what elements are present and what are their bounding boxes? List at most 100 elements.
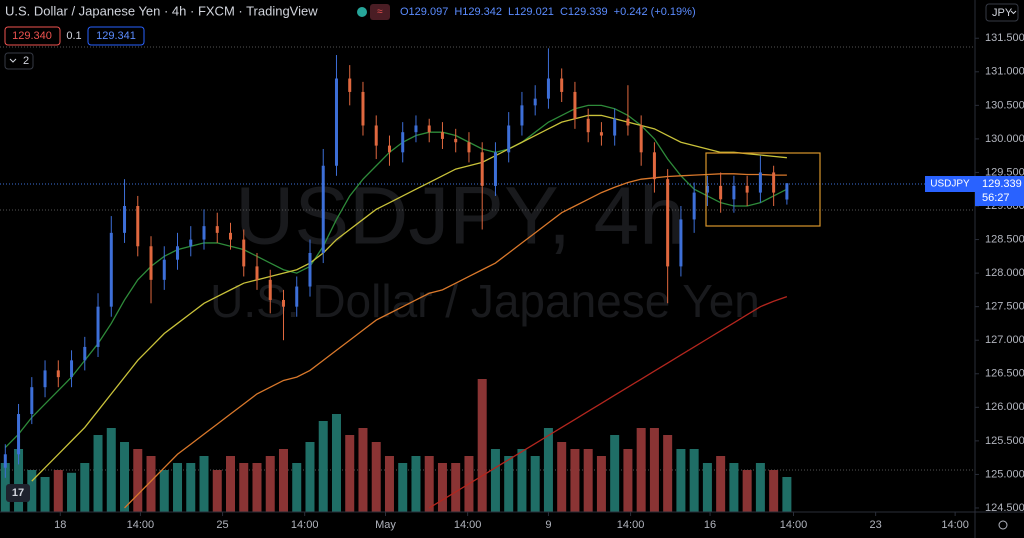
- x-tick-label: 14:00: [127, 519, 155, 531]
- volume-bar: [689, 449, 699, 512]
- volume-bar: [226, 456, 236, 512]
- volume-bar: [676, 449, 686, 512]
- candle-body: [162, 259, 166, 280]
- volume-bar: [173, 463, 183, 512]
- volume-bar: [477, 379, 487, 512]
- volume-bar: [729, 463, 739, 512]
- candle-body: [401, 132, 405, 153]
- volume-bar: [782, 477, 792, 512]
- chevron: [9, 58, 17, 63]
- y-tick-label: 125.500: [985, 435, 1024, 447]
- candle-body: [176, 246, 180, 260]
- currency: JPY: [992, 7, 1013, 19]
- y-tick-label: 130.000: [985, 133, 1024, 145]
- y-tick-label: 126.000: [985, 401, 1024, 413]
- volume-bar: [384, 456, 394, 512]
- volume-bar: [212, 470, 222, 512]
- candle-body: [387, 145, 391, 153]
- volume-bar: [596, 456, 606, 512]
- volume-bar: [120, 442, 130, 512]
- volume-bar: [0, 463, 10, 512]
- volume-bar: [159, 470, 169, 512]
- candle-body: [3, 454, 7, 468]
- volume-bar: [411, 456, 421, 512]
- buy-price: 129.341: [96, 30, 136, 42]
- alert-button[interactable]: [370, 4, 390, 20]
- volume-bar: [663, 435, 673, 512]
- candle-body: [43, 370, 47, 388]
- volume-bar: [67, 472, 77, 512]
- candle-body: [374, 125, 378, 146]
- drawn-rectangle[interactable]: [705, 152, 821, 227]
- candle-body: [295, 286, 299, 307]
- volume-bar: [133, 449, 143, 512]
- volume-bar: [451, 463, 461, 512]
- candle-body: [586, 118, 590, 133]
- market-status[interactable]: [357, 7, 367, 17]
- volume-bar: [199, 456, 209, 512]
- candle-body: [679, 219, 683, 267]
- x-tick-label: 18: [54, 519, 66, 531]
- header-title: U.S. Dollar / Japanese Yen · 4h · FXCM ·…: [5, 3, 318, 18]
- volume-bar: [80, 463, 90, 512]
- watermark-name: U.S. Dollar / Japanese Yen: [210, 275, 760, 327]
- volume-bar: [27, 470, 37, 512]
- candle-body: [493, 152, 497, 186]
- indicators-toggle[interactable]: [4, 52, 34, 70]
- moving-average: [428, 295, 788, 509]
- y-tick-label: 127.000: [985, 334, 1024, 346]
- plot: [0, 48, 792, 512]
- indicator-count: 2: [23, 55, 29, 67]
- volume-bar: [490, 449, 500, 512]
- x-tick-label: 14:00: [291, 519, 319, 531]
- sell-button[interactable]: [4, 26, 61, 46]
- candle-body: [361, 91, 365, 126]
- candle-body: [334, 78, 338, 166]
- x-tick-label: 14:00: [780, 519, 808, 531]
- volume-bar: [517, 449, 527, 512]
- volume-bar: [252, 463, 262, 512]
- candle-body: [520, 105, 524, 126]
- y-tick-label: 125.000: [985, 468, 1024, 480]
- settings-icon[interactable]: [998, 520, 1008, 530]
- svg-text:17: 17: [12, 487, 24, 499]
- volume-bar: [623, 449, 633, 512]
- candle-body: [321, 165, 325, 253]
- volume-bar: [570, 449, 580, 512]
- symbol-tag-text: USDJPY: [930, 179, 970, 190]
- candle-body: [215, 226, 219, 233]
- x-tick-label: 14:00: [617, 519, 645, 531]
- x-tick-label: 14:00: [454, 519, 482, 531]
- x-tick-label: 25: [216, 519, 228, 531]
- volume-bar: [398, 463, 408, 512]
- y-tick-label: 131.500: [985, 32, 1024, 44]
- price-tag: [975, 176, 1024, 206]
- volume-bar: [371, 442, 381, 512]
- spread: 0.1: [66, 30, 81, 42]
- currency-button[interactable]: [985, 3, 1019, 22]
- volume-bar: [583, 449, 593, 512]
- candle-body: [573, 91, 577, 119]
- candle-body: [427, 125, 431, 133]
- volume-bar: [292, 463, 302, 512]
- volume-bar: [239, 463, 249, 512]
- y-tick-label: 128.500: [985, 233, 1024, 245]
- candle-body: [732, 185, 736, 200]
- candle-body: [666, 179, 670, 267]
- candle-body: [599, 132, 603, 136]
- ohlc-value: C129.339: [560, 6, 608, 18]
- volume-bar: [755, 463, 765, 512]
- ohlc-value: H129.342: [454, 6, 502, 18]
- candle-body: [639, 125, 643, 153]
- ohlc-value: L129.021: [508, 6, 554, 18]
- y-tick-label: 127.500: [985, 301, 1024, 313]
- buy-button[interactable]: [87, 26, 145, 46]
- volume-bar: [636, 428, 646, 512]
- candle-body: [109, 232, 113, 307]
- candle-body: [719, 185, 723, 200]
- candle-body: [348, 78, 352, 92]
- volume-bar: [146, 456, 156, 512]
- candle-body: [613, 118, 617, 136]
